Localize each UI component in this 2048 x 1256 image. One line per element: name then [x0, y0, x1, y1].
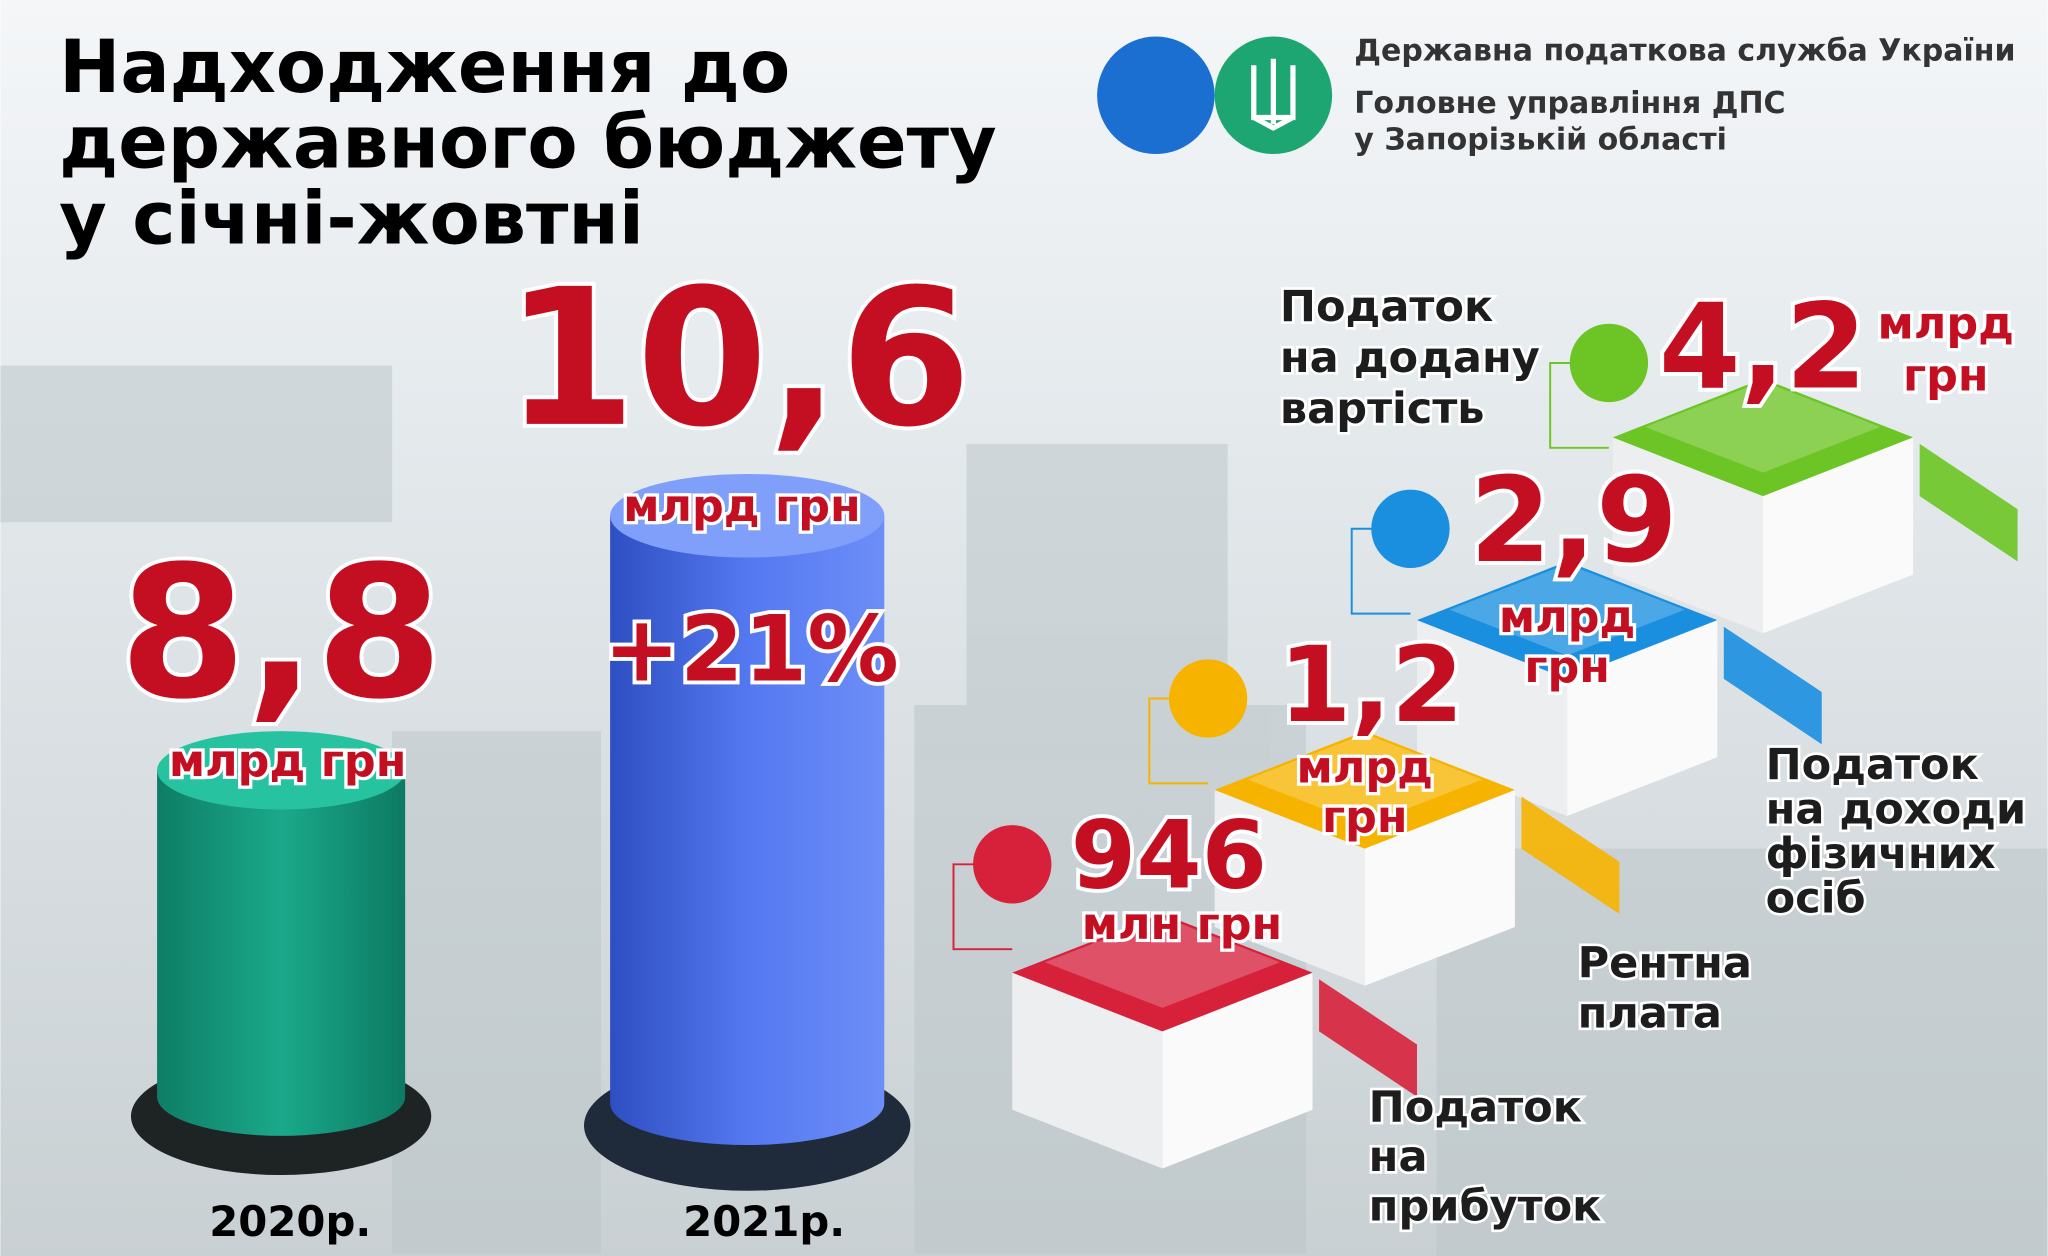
title-line: Надходження до — [59, 25, 790, 110]
tax-unit: млрд — [1499, 592, 1635, 643]
tax-name: на додану — [1280, 333, 1540, 383]
tax-unit: млрд — [1297, 742, 1433, 793]
box-top-inner — [1645, 381, 1881, 473]
tax-name: вартість — [1280, 384, 1485, 434]
ribbon — [1723, 626, 1822, 745]
box-side — [1612, 437, 1763, 634]
org-line: Державна податкова служба України — [1354, 34, 2015, 69]
box-side — [1567, 620, 1718, 817]
tax-name: Податок — [1280, 282, 1493, 332]
box-side — [1762, 437, 1914, 634]
title: Надходження до державного бюджету у січн… — [59, 25, 996, 261]
title-line: державного бюджету — [59, 101, 996, 186]
total-value: 10,6 — [505, 248, 972, 469]
tax-name: плата — [1578, 988, 1722, 1038]
total-unit: млрд грн — [623, 481, 860, 532]
cylinder-2021 — [584, 473, 911, 1191]
box-side — [1364, 789, 1515, 986]
bullet — [1168, 659, 1248, 738]
org-line: Головне управління ДПС — [1354, 86, 1785, 121]
connector — [1148, 697, 1209, 785]
tax-value: 946 — [1071, 802, 1267, 911]
tax-name: осіб — [1766, 873, 1866, 923]
tax-name: на доходи — [1766, 785, 2027, 835]
box-side — [1214, 789, 1365, 986]
tax-unit: млн грн — [1082, 899, 1283, 950]
total-value: 8,8 — [119, 527, 443, 740]
tax-name: фізичних — [1766, 829, 1996, 879]
year: 2020р. — [209, 1197, 371, 1246]
growth: +21% — [603, 595, 898, 702]
connector — [1350, 527, 1411, 615]
trident — [1251, 58, 1296, 131]
box-side — [1012, 972, 1163, 1169]
tax-value: 2,9 — [1470, 452, 1678, 589]
org-line: у Запорізькій області — [1354, 123, 1727, 158]
tax-unit: грн — [1903, 351, 1989, 402]
tax-name: Податок — [1766, 740, 1979, 790]
ribbon — [1919, 443, 2018, 562]
bullet — [1371, 489, 1450, 568]
connector — [1549, 361, 1609, 449]
box-top-inner — [1449, 564, 1685, 656]
tax-name: Рентна — [1578, 939, 1752, 989]
cylinder-2020 — [130, 731, 432, 1176]
box-top-inner — [1247, 733, 1483, 826]
tax-value: 1,2 — [1279, 624, 1464, 746]
tax-unit: млрд — [1878, 298, 2014, 349]
tax-name: Податок — [1369, 1082, 1582, 1132]
connector — [952, 863, 1013, 951]
bullet — [1569, 323, 1649, 403]
tax-value: 4,2 — [1659, 278, 1867, 415]
tax-name: прибуток — [1369, 1181, 1602, 1231]
year: 2021р. — [683, 1197, 845, 1246]
box-top — [1612, 378, 1914, 497]
ribbon — [1319, 979, 1417, 1097]
logo-circle — [1097, 36, 1215, 155]
total-unit: млрд грн — [169, 736, 406, 787]
box-top — [1416, 561, 1718, 679]
bullet — [973, 825, 1052, 904]
box-side — [1162, 972, 1313, 1169]
tax-unit: грн — [1322, 792, 1408, 843]
ribbon — [1521, 796, 1620, 914]
tax-unit: грн — [1524, 642, 1610, 693]
title-line: у січні-жовтні — [59, 176, 644, 261]
box-top — [1012, 913, 1313, 1032]
tax-name: на — [1369, 1132, 1428, 1182]
